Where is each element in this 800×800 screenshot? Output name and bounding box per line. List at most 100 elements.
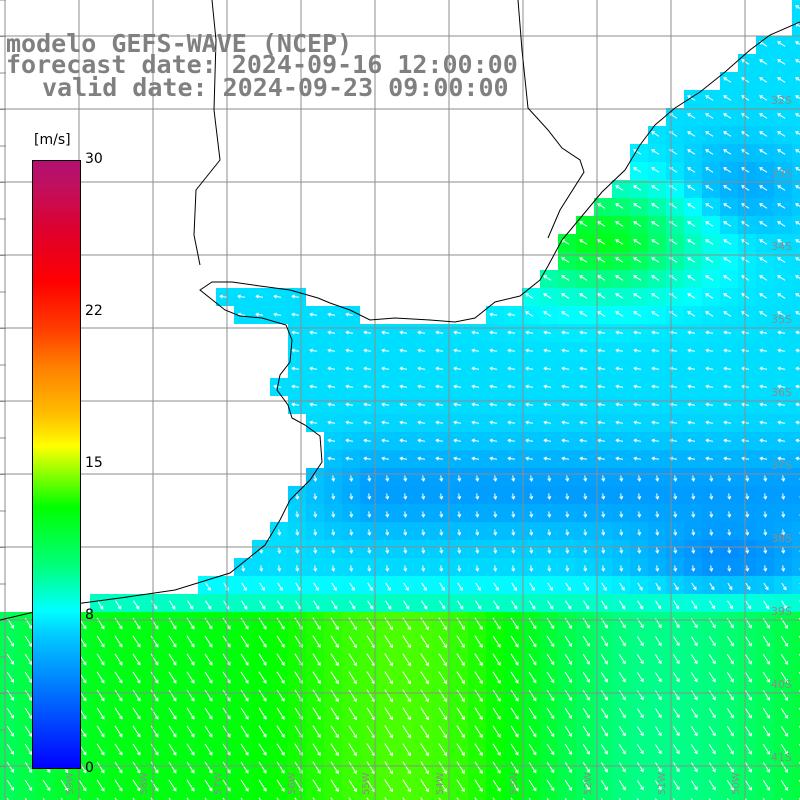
wind-cell <box>306 792 324 800</box>
wind-arrow-head <box>425 626 429 631</box>
wind-arrow <box>418 349 426 352</box>
wind-arrow-head <box>353 716 357 721</box>
wind-arrow <box>673 582 679 590</box>
wind-arrow-head <box>532 643 537 648</box>
wind-arrow-head <box>723 167 727 171</box>
wind-arrow-head <box>640 678 644 683</box>
wind-arrow-head <box>561 275 565 279</box>
wind-cell <box>162 792 180 800</box>
wind-arrow <box>579 293 588 299</box>
wind-arrow <box>598 331 606 334</box>
wind-arrow-head <box>658 768 662 773</box>
wind-arrow-head <box>439 532 444 536</box>
wind-arrow-head <box>387 605 392 610</box>
wind-arrow <box>759 275 768 281</box>
wind-arrow-head <box>335 626 339 631</box>
wind-arrow-head <box>136 679 141 684</box>
wind-cell <box>792 0 800 18</box>
wind-arrow-head <box>549 605 554 610</box>
wind-arrow <box>96 761 105 773</box>
wind-arrow <box>705 311 714 317</box>
wind-arrow <box>274 313 282 316</box>
wind-arrow-head <box>493 550 498 554</box>
wind-arrow-head <box>723 330 728 335</box>
wind-arrow-head <box>417 384 422 389</box>
wind-arrow <box>418 439 426 442</box>
wind-arrow-head <box>693 605 698 610</box>
wind-arrow-head <box>399 348 404 353</box>
wind-arrow-head <box>763 478 768 482</box>
wind-arrow-head <box>245 625 249 630</box>
wind-arrow <box>259 582 265 591</box>
wind-arrow <box>759 59 768 65</box>
wind-arrow <box>310 421 318 424</box>
wind-arrow <box>436 349 444 352</box>
wind-arrow-head <box>723 185 727 189</box>
wind-arrow-head <box>208 715 213 720</box>
wind-arrow <box>777 113 786 119</box>
wind-arrow-head <box>748 624 752 629</box>
wind-arrow-head <box>389 698 393 703</box>
wind-arrow-head <box>459 605 464 610</box>
wind-cell <box>792 558 800 576</box>
wind-arrow-head <box>604 714 608 719</box>
wind-arrow-head <box>639 586 643 591</box>
wind-arrow-head <box>28 625 33 629</box>
wind-arrow-head <box>550 679 555 684</box>
wind-arrow-head <box>255 312 260 317</box>
wind-arrow-head <box>363 420 368 425</box>
wind-arrow-head <box>741 348 746 353</box>
wind-arrow-head <box>691 532 696 536</box>
wind-arrow-head <box>190 679 195 684</box>
wind-arrow-head <box>263 625 267 630</box>
wind-cell <box>792 162 800 180</box>
wind-arrow <box>258 761 267 774</box>
wind-arrow-head <box>243 605 248 610</box>
wind-arrow-head <box>615 257 619 261</box>
wind-arrow-head <box>136 661 141 666</box>
wind-arrow <box>672 636 680 646</box>
wind-arrow-head <box>784 679 788 683</box>
wind-arrow <box>726 708 734 718</box>
wind-arrow-head <box>621 605 626 610</box>
wind-arrow-head <box>291 402 296 407</box>
wind-arrow-head <box>514 769 519 774</box>
wind-cell <box>540 792 558 800</box>
wind-arrow-head <box>640 696 644 701</box>
wind-arrow <box>705 239 714 245</box>
wind-arrow <box>328 367 336 370</box>
wind-arrow-head <box>435 402 440 407</box>
wind-arrow-head <box>371 698 375 703</box>
wind-arrow-head <box>795 149 799 153</box>
wind-cell <box>792 468 800 486</box>
wind-arrow <box>654 690 662 700</box>
wind-arrow-head <box>597 203 601 207</box>
wind-arrow-head <box>781 478 786 482</box>
wind-arrow-head <box>335 734 339 739</box>
wind-arrow-head <box>525 402 530 407</box>
wind-arrow-head <box>417 366 422 371</box>
wind-arrow <box>619 600 626 610</box>
wind-arrow-head <box>691 568 696 572</box>
wind-arrow-head <box>226 733 231 738</box>
wind-arrow <box>510 635 519 648</box>
wind-arrow <box>543 275 552 281</box>
wind-arrow <box>744 654 752 665</box>
wind-arrow-head <box>208 751 213 756</box>
lat-label: 33S <box>771 167 792 180</box>
wind-arrow-head <box>461 698 465 703</box>
wind-arrow <box>402 707 411 720</box>
wind-arrow-head <box>723 239 727 243</box>
wind-arrow <box>705 293 714 299</box>
wind-arrow <box>546 743 555 755</box>
wind-arrow <box>564 725 572 737</box>
wind-arrow <box>508 367 516 370</box>
wind-arrow-head <box>723 293 727 297</box>
wind-arrow-head <box>766 733 770 737</box>
wind-arrow <box>688 421 696 424</box>
wind-cell <box>594 792 612 800</box>
wind-arrow-head <box>226 697 231 702</box>
wind-arrow-head <box>479 734 483 738</box>
wind-arrow-head <box>597 438 602 443</box>
wind-arrow-head <box>208 661 213 666</box>
